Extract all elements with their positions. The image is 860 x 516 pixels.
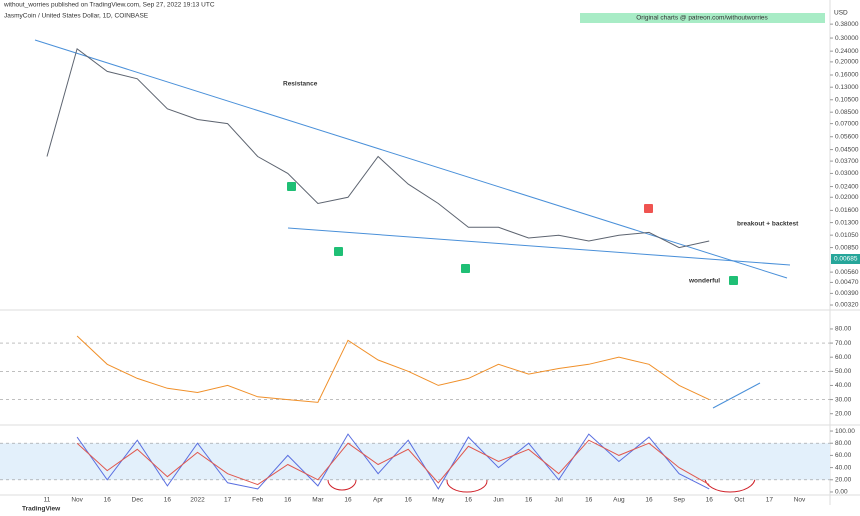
y-tick-label: 0.00470 <box>835 279 859 286</box>
y-tick-label: 0.38000 <box>835 21 859 28</box>
currency: USD <box>834 10 848 17</box>
line <box>46 47 710 249</box>
x-tick-label: Jun <box>493 497 504 504</box>
x-tick-label: 16 <box>405 497 413 504</box>
y-tick-label: 80.00 <box>835 326 852 333</box>
last-price: 0.00685 <box>834 256 858 263</box>
x-tick-label: Sep <box>673 497 685 504</box>
x-tick-label: 16 <box>104 497 112 504</box>
y-tick-label: 0.30000 <box>835 35 859 42</box>
banner-box <box>580 13 825 23</box>
line <box>76 335 710 403</box>
y-tick-label: 0.04500 <box>835 146 859 153</box>
y-tick-label: 0.07000 <box>835 120 859 127</box>
y-tick-label: 30.00 <box>835 396 852 403</box>
banner: Original charts @ patreon.com/withoutwor… <box>636 15 768 22</box>
y-tick-label: 0.00390 <box>835 290 859 297</box>
trendline <box>287 227 791 266</box>
x-tick-label: Aug <box>613 497 625 504</box>
plot-layer: 11 Nov 16 Dec 16 2022 17 Feb 16 Mar 16 Apr 16 May 16 Ju… <box>0 21 859 504</box>
x-tick-label: May <box>432 497 445 504</box>
x-tick-label: Feb <box>252 497 264 504</box>
y-tick-label: 50.00 <box>835 368 852 375</box>
brand: TradingView <box>22 506 61 513</box>
annotation: wonderful <box>688 278 720 285</box>
publisher: without_worries published on TradingView… <box>3 2 215 9</box>
band <box>0 443 830 480</box>
y-tick-label: 0.16000 <box>835 72 859 79</box>
y-tick-label: 0.00850 <box>835 244 859 251</box>
y-tick-label: 70.00 <box>835 340 852 347</box>
buy-badge <box>729 276 738 285</box>
x-tick-label: Nov <box>794 497 806 504</box>
y-tick-label: 60.00 <box>835 452 852 459</box>
x-tick-label: 16 <box>284 497 292 504</box>
x-tick-label: Dec <box>132 497 144 504</box>
y-tick-label: 0.01050 <box>835 232 859 239</box>
y-tick-label: 0.08500 <box>835 109 859 116</box>
line <box>76 439 710 486</box>
y-tick-label: 0.13000 <box>835 84 859 91</box>
x-tick-label: 17 <box>766 497 774 504</box>
y-tick-label: 0.01600 <box>835 207 859 214</box>
x-tick-label: Jul <box>555 497 564 504</box>
y-tick-label: 0.03700 <box>835 158 859 165</box>
x-tick-label: 11 <box>44 497 51 504</box>
annotation: breakout + backtest <box>737 221 799 228</box>
y-tick-label: 60.00 <box>835 354 852 361</box>
sell-badge <box>644 204 653 213</box>
y-tick-label: 0.01300 <box>835 219 859 226</box>
y-tick-label: 0.03000 <box>835 170 859 177</box>
y-tick-label: 20.00 <box>835 410 852 417</box>
x-tick-label: 16 <box>706 497 714 504</box>
y-tick-label: 80.00 <box>835 440 852 447</box>
y-tick-label: 0.02000 <box>835 194 859 201</box>
y-tick-label: 100.00 <box>835 428 855 435</box>
x-tick-label: Apr <box>373 497 384 504</box>
y-tick-label: 0.05600 <box>835 133 859 140</box>
y-tick-label: 0.20000 <box>835 59 859 66</box>
x-tick-label: 16 <box>585 497 593 504</box>
trendline <box>712 382 761 409</box>
x-tick-label: 17 <box>224 497 232 504</box>
buy-badge <box>461 264 470 273</box>
x-tick-label: 16 <box>344 497 352 504</box>
x-tick-label: Oct <box>734 497 744 504</box>
y-tick-label: 0.00 <box>835 489 848 496</box>
x-tick-label: Mar <box>312 497 324 504</box>
price-label-box <box>831 254 860 264</box>
y-tick-label: 0.24000 <box>835 48 859 55</box>
y-tick-label: 0.10500 <box>835 96 859 103</box>
buy-badge <box>287 182 296 191</box>
x-tick-label: 2022 <box>190 497 205 504</box>
x-tick-label: 16 <box>164 497 172 504</box>
x-tick-label: 16 <box>465 497 473 504</box>
y-tick-label: 0.02400 <box>835 183 859 190</box>
x-tick-label: Nov <box>71 497 83 504</box>
y-tick-label: 0.00320 <box>835 302 859 309</box>
symbol: JasmyCoin / United States Dollar, 1D, CO… <box>4 13 149 20</box>
y-tick-label: 40.00 <box>835 464 852 471</box>
y-tick-label: 20.00 <box>835 476 852 483</box>
y-tick-label: 40.00 <box>835 382 852 389</box>
y-tick-label: 0.00560 <box>835 269 859 276</box>
x-tick-label: 16 <box>645 497 653 504</box>
annotation: Resistance <box>283 81 318 88</box>
x-tick-label: 16 <box>525 497 533 504</box>
buy-badge <box>334 247 343 256</box>
